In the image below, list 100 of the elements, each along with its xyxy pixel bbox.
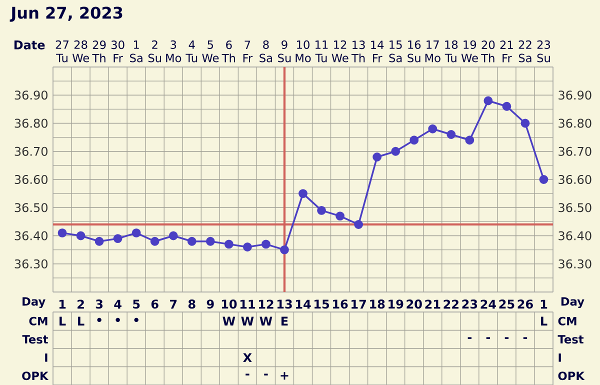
text: E: [281, 316, 288, 326]
x-tick-label: 10: [222, 299, 237, 308]
y-tick-label: 36.70: [14, 146, 48, 156]
point: [428, 124, 438, 134]
point: [372, 152, 382, 162]
x-tick-label: 22: [444, 300, 458, 308]
x-tick-label: 23 Su: [537, 40, 550, 62]
text: •: [97, 318, 102, 322]
point: [224, 240, 234, 248]
y2-tick-label: 36.90: [558, 90, 592, 100]
text: •: [134, 318, 138, 322]
text: -: [246, 374, 250, 376]
point: [76, 231, 86, 240]
x-tick-label: 19: [388, 299, 404, 308]
point: [539, 174, 548, 184]
y-tick-label: 36.80: [14, 118, 48, 128]
x-tick-label: 11 Tu: [315, 40, 328, 62]
text: W: [241, 316, 254, 326]
text: L: [541, 316, 548, 326]
x-tick-label: 24: [480, 300, 496, 308]
x-tick-label: 3: [96, 299, 103, 308]
y-tick-label: CM: [29, 316, 48, 326]
y-tick-label: 36.90: [14, 90, 48, 100]
x-tick-label: 28 We: [72, 40, 90, 62]
point: [58, 228, 67, 238]
text: -: [468, 337, 472, 339]
chart-title: Jun 27, 2023: [10, 6, 122, 22]
point: [168, 231, 178, 240]
point: [502, 102, 512, 111]
point: [132, 228, 141, 238]
x-tick-label: 21: [425, 300, 440, 308]
point: [150, 236, 160, 246]
y2-tick-label: Test: [558, 335, 584, 344]
y2-tick-label: 36.50: [558, 202, 592, 212]
x-tick-label: 9 Su: [278, 40, 291, 62]
x-tick-label: 27 Tu: [56, 40, 69, 62]
y-tick-label: 36.60: [14, 174, 48, 184]
point: [410, 135, 419, 144]
point: [261, 240, 270, 248]
y2-tick-label: 36.80: [558, 118, 592, 128]
x-tick-label: 16 Su: [408, 40, 421, 62]
text: -: [264, 374, 268, 376]
y-tick-label: Test: [22, 335, 48, 344]
x-tick-label: 12 We: [332, 40, 348, 62]
y-tick-label: I: [45, 353, 48, 362]
text: -: [486, 337, 490, 339]
y2-tick-label: 36.40: [558, 231, 592, 240]
x-tick-label: 15: [314, 300, 330, 308]
text: L: [78, 316, 84, 326]
x-tick-label: 15 Sa: [389, 40, 402, 62]
x-tick-label: 17: [352, 300, 366, 308]
x-tick-label: 2 Su: [148, 40, 162, 62]
y-tick-label: 36.30: [14, 259, 48, 268]
x-tick-label: 7 Fr: [243, 40, 253, 62]
text: L: [60, 316, 66, 326]
x-tick-label: 14 Fr: [371, 40, 384, 62]
x-tick-label: 21 Fr: [500, 40, 513, 62]
text: W: [222, 316, 236, 326]
y2-tick-label: 36.60: [558, 174, 592, 184]
x-axis-title: Day: [22, 297, 46, 308]
x-tick-label: 3 Mo: [166, 40, 182, 62]
x-tick-label: 30 Fr: [111, 40, 124, 62]
text: -: [523, 337, 528, 339]
x-tick-label: 12: [258, 300, 274, 308]
y2-tick-label: CM: [558, 316, 576, 326]
text: W: [260, 316, 272, 326]
x-tick-label: 2: [78, 300, 84, 308]
point: [298, 188, 308, 198]
text: -: [504, 337, 509, 339]
y2-tick-label: 36.70: [558, 146, 592, 156]
x-tick-label: 5: [133, 300, 140, 308]
point: [484, 96, 493, 106]
x-tick-label: 23: [462, 299, 478, 308]
x-tick-label: 1: [59, 300, 66, 308]
point: [336, 211, 345, 220]
x-tick-label: 16: [333, 299, 348, 308]
x-tick-label: 6: [151, 299, 158, 308]
point: [465, 135, 474, 144]
text: +: [280, 372, 288, 380]
point: [354, 220, 364, 229]
x-tick-label: 4: [114, 300, 122, 308]
point: [206, 236, 215, 246]
y-tick-label: OPK: [22, 371, 49, 380]
x-tick-label: 13: [277, 299, 292, 308]
x-tick-label: 10 Mo: [296, 40, 311, 62]
x-tick-label: 4 Tu: [186, 40, 198, 62]
x-tick-label: 1 Sa: [130, 40, 142, 62]
x-tick-label: 29 Th: [92, 40, 106, 62]
x-tick-label: 6 Th: [222, 40, 236, 62]
x-tick-label: 5 We: [202, 40, 219, 62]
x-tick-label: 18: [370, 299, 385, 308]
x-tick-label: 1: [540, 300, 548, 308]
x-tick-label: 26: [518, 299, 533, 308]
x-tick-label: 22 Sa: [518, 40, 532, 62]
point: [317, 206, 326, 215]
y2-tick-label: OPK: [558, 371, 585, 380]
x-tick-label: 13 Th: [351, 40, 365, 62]
point: [520, 118, 530, 128]
x-tick-label: 20: [406, 299, 422, 308]
x-tick-label: 11: [240, 300, 255, 308]
